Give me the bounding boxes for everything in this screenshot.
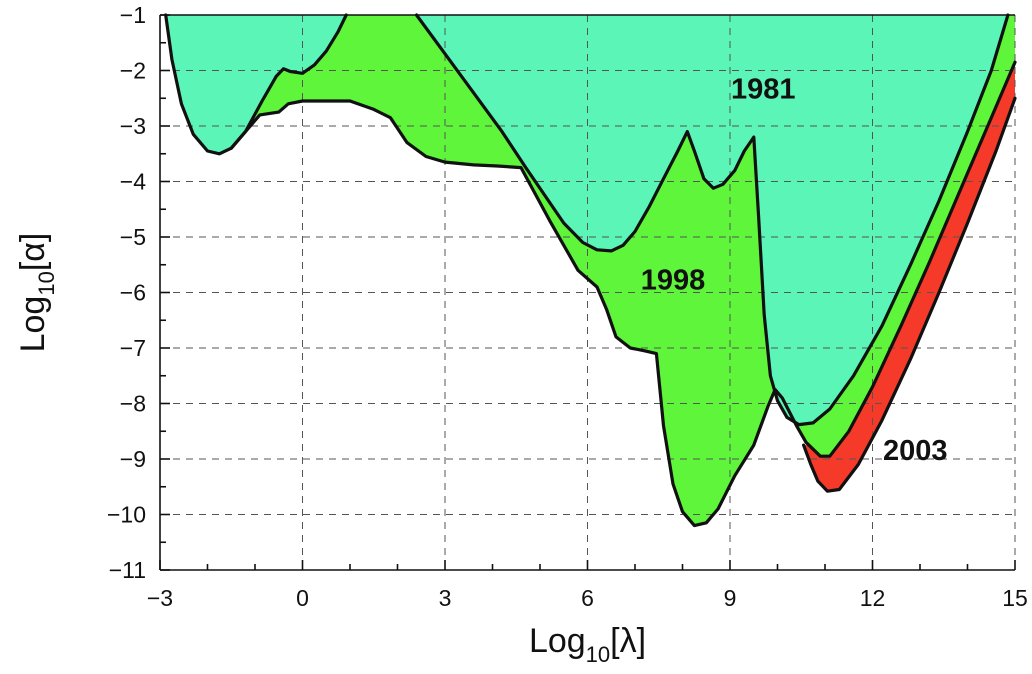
boundary-2003 [802, 96, 1017, 493]
y-tick-label: −10 [107, 502, 146, 528]
y-axis-title-argument: [α] [14, 233, 52, 272]
x-tick-label: 15 [1002, 585, 1028, 611]
y-tick-label: −4 [120, 169, 146, 195]
x-tick-label: 3 [439, 585, 452, 611]
y-tick-label: −6 [120, 280, 146, 306]
boundary-1981-left [164, 13, 348, 156]
x-tick-label: 6 [581, 585, 594, 611]
y-tick-label: −5 [120, 224, 146, 250]
region-1981-fill-left [165, 15, 347, 154]
boundary-lines [164, 13, 1017, 528]
y-tick-label: −7 [120, 335, 146, 361]
y-axis-title: Log10[α] [14, 233, 59, 353]
x-axis-title-base: Log [529, 622, 586, 660]
x-axis-title-subscript: 10 [586, 642, 610, 667]
x-tick-label: −3 [147, 585, 173, 611]
y-tick-label: −2 [120, 58, 146, 84]
region-fills [165, 15, 1016, 526]
y-tick-label: −8 [120, 391, 146, 417]
region-label-1998: 1998 [641, 265, 706, 297]
y-tick-label: −3 [120, 113, 146, 139]
x-tick-label: 0 [296, 585, 309, 611]
x-axis-title-argument: [λ] [610, 622, 646, 660]
region-labels: 1981 1998 2003 [641, 73, 948, 467]
y-tick-label: −11 [109, 557, 146, 583]
y-tick-label: −1 [120, 2, 146, 28]
boundary-1981-main [414, 13, 1010, 427]
y-axis-title-base: Log [14, 296, 52, 353]
x-tick-label: 9 [724, 585, 737, 611]
axes: −3 0 3 6 9 12 15 −1 −2 −3 −4 −5 −6 −7 −8 −9 −10 −11 [107, 2, 1028, 611]
region-1981-fill-main [416, 15, 1008, 425]
boundary-1998 [229, 60, 1017, 528]
y-tick-label: −9 [120, 446, 146, 472]
region-label-1981: 1981 [731, 73, 796, 105]
grid [160, 15, 1016, 570]
x-axis-title: Log10[λ] [529, 622, 646, 667]
y-axis-title-subscript: 10 [34, 271, 59, 295]
x-tick-label: 12 [860, 585, 886, 611]
region-label-2003: 2003 [883, 435, 948, 467]
